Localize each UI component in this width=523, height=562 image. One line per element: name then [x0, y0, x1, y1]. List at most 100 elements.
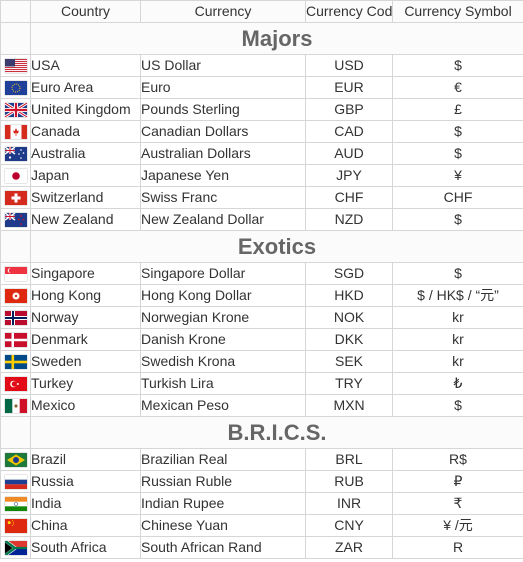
country-cell: China [30, 514, 141, 537]
country-cell: Denmark [30, 328, 141, 351]
currency-symbol-cell: CHF [392, 186, 523, 209]
currency-cell: Indian Rupee [140, 492, 306, 515]
currency-cell: Mexican Peso [140, 394, 306, 417]
currency-code-cell: CHF [305, 186, 393, 209]
currency-symbol-cell: ₺ [392, 372, 523, 395]
header-row: Country Currency Currency Code Currency … [0, 0, 523, 23]
country-cell: Australia [30, 142, 141, 165]
country-cell: New Zealand [30, 208, 141, 231]
country-cell: Mexico [30, 394, 141, 417]
country-cell: Turkey [30, 372, 141, 395]
currency-symbol-cell: $ / HK$ / “元” [392, 284, 523, 307]
currency-symbol-cell: € [392, 76, 523, 99]
flag-cell [0, 76, 31, 99]
canada-flag-icon [4, 125, 27, 140]
currency-code-cell: CAD [305, 120, 393, 143]
currency-cell: Australian Dollars [140, 142, 306, 165]
currency-symbol-cell: kr [392, 350, 523, 373]
currency-symbol-cell: $ [392, 120, 523, 143]
currency-cell: Canadian Dollars [140, 120, 306, 143]
new-zealand-flag-icon [4, 213, 27, 228]
currency-code-cell: ZAR [305, 536, 393, 559]
currency-cell: Japanese Yen [140, 164, 306, 187]
currency-cell: US Dollar [140, 54, 306, 77]
currency-cell: New Zealand Dollar [140, 208, 306, 231]
country-cell: Brazil [30, 448, 141, 471]
table-row: Denmark Danish Krone DKK kr [0, 328, 523, 351]
flag-cell [0, 284, 31, 307]
currency-cell: Danish Krone [140, 328, 306, 351]
denmark-flag-icon [4, 333, 27, 348]
table-row: Russia Russian Ruble RUB ₽ [0, 470, 523, 493]
country-cell: Singapore [30, 262, 141, 285]
country-cell: USA [30, 54, 141, 77]
flag-cell [0, 350, 31, 373]
group-title: Majors [30, 22, 523, 55]
currency-cell: Brazilian Real [140, 448, 306, 471]
country-cell: Euro Area [30, 76, 141, 99]
flag-cell [0, 536, 31, 559]
table-row: Sweden Swedish Krona SEK kr [0, 350, 523, 373]
country-cell: Hong Kong [30, 284, 141, 307]
flag-cell [0, 54, 31, 77]
country-cell: Norway [30, 306, 141, 329]
flag-cell [0, 262, 31, 285]
currency-symbol-cell: kr [392, 328, 523, 351]
sweden-flag-icon [4, 355, 27, 370]
currency-code-cell: JPY [305, 164, 393, 187]
currency-code-cell: SEK [305, 350, 393, 373]
group-flag-cell [0, 416, 31, 449]
flag-cell [0, 306, 31, 329]
currency-symbol-cell: ₹ [392, 492, 523, 515]
currency-symbol-cell: ¥ /元 [392, 514, 523, 537]
currency-cell: Chinese Yuan [140, 514, 306, 537]
hong-kong-flag-icon [4, 289, 27, 304]
table-row: Mexico Mexican Peso MXN $ [0, 394, 523, 417]
country-cell: India [30, 492, 141, 515]
table-row: United Kingdom Pounds Sterling GBP £ [0, 98, 523, 121]
currency-code-cell: NOK [305, 306, 393, 329]
currency-symbol-cell: $ [392, 142, 523, 165]
currency-code-cell: MXN [305, 394, 393, 417]
table-header: Country Currency Currency Code Currency … [0, 0, 523, 23]
japan-flag-icon [4, 169, 27, 184]
currency-cell: Turkish Lira [140, 372, 306, 395]
currency-code-cell: RUB [305, 470, 393, 493]
flag-cell [0, 394, 31, 417]
currency-symbol-cell: ₽ [392, 470, 523, 493]
table-row: Turkey Turkish Lira TRY ₺ [0, 372, 523, 395]
currency-cell: Swiss Franc [140, 186, 306, 209]
flag-cell [0, 164, 31, 187]
country-cell: Japan [30, 164, 141, 187]
header-currency-symbol: Currency Symbol [392, 0, 523, 23]
eu-flag-icon [4, 81, 27, 96]
currency-code-cell: BRL [305, 448, 393, 471]
turkey-flag-icon [4, 377, 27, 392]
group-flag-cell [0, 230, 31, 263]
currency-code-cell: EUR [305, 76, 393, 99]
flag-cell [0, 514, 31, 537]
flag-cell [0, 328, 31, 351]
group-row: Exotics [0, 230, 523, 263]
flag-cell [0, 470, 31, 493]
group-flag-cell [0, 22, 31, 55]
table-row: Euro Area Euro EUR € [0, 76, 523, 99]
flag-cell [0, 492, 31, 515]
currency-cell: Pounds Sterling [140, 98, 306, 121]
singapore-flag-icon [4, 267, 27, 282]
currency-symbol-cell: ¥ [392, 164, 523, 187]
table-row: New Zealand New Zealand Dollar NZD $ [0, 208, 523, 231]
flag-cell [0, 208, 31, 231]
header-country: Country [30, 0, 141, 23]
currency-code-cell: GBP [305, 98, 393, 121]
header-currency: Currency [140, 0, 306, 23]
country-cell: Russia [30, 470, 141, 493]
table-row: USA US Dollar USD $ [0, 54, 523, 77]
australia-flag-icon [4, 147, 27, 162]
currency-symbol-cell: kr [392, 306, 523, 329]
south-africa-flag-icon [4, 541, 27, 556]
table-row: Hong Kong Hong Kong Dollar HKD $ / HK$ / “元… [0, 284, 523, 307]
currency-symbol-cell: R [392, 536, 523, 559]
table-row: Japan Japanese Yen JPY ¥ [0, 164, 523, 187]
